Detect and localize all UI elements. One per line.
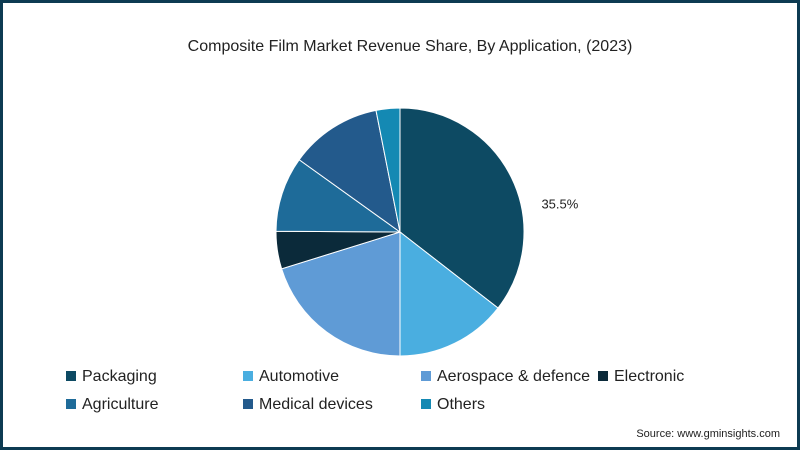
source: Source: www.gminsights.com bbox=[636, 428, 780, 440]
legend-swatch bbox=[66, 371, 76, 381]
legend-label: Aerospace & defence bbox=[437, 368, 590, 385]
pie-slice bbox=[399, 230, 499, 357]
pie-slice bbox=[399, 107, 525, 309]
data-label: 35.5% bbox=[541, 197, 578, 212]
legend-label: Electronic bbox=[614, 368, 684, 385]
legend-swatch bbox=[243, 371, 253, 381]
legend-label: Packaging bbox=[82, 368, 157, 385]
chart-title: Composite Film Market Revenue Share, By … bbox=[188, 38, 633, 55]
legend-label: Others bbox=[437, 396, 485, 413]
legend-swatch bbox=[421, 371, 431, 381]
pie-slice bbox=[275, 159, 402, 233]
legend-swatch bbox=[243, 399, 253, 409]
pie-slice bbox=[298, 109, 401, 234]
legend-swatch bbox=[421, 399, 431, 409]
legend-swatch bbox=[598, 371, 608, 381]
legend-label: Medical devices bbox=[259, 396, 373, 413]
pie-slice bbox=[375, 107, 401, 233]
legend-label: Agriculture bbox=[82, 396, 159, 413]
pie-slice bbox=[280, 231, 401, 357]
legend-swatch bbox=[66, 399, 76, 409]
legend-label: Automotive bbox=[259, 368, 339, 385]
